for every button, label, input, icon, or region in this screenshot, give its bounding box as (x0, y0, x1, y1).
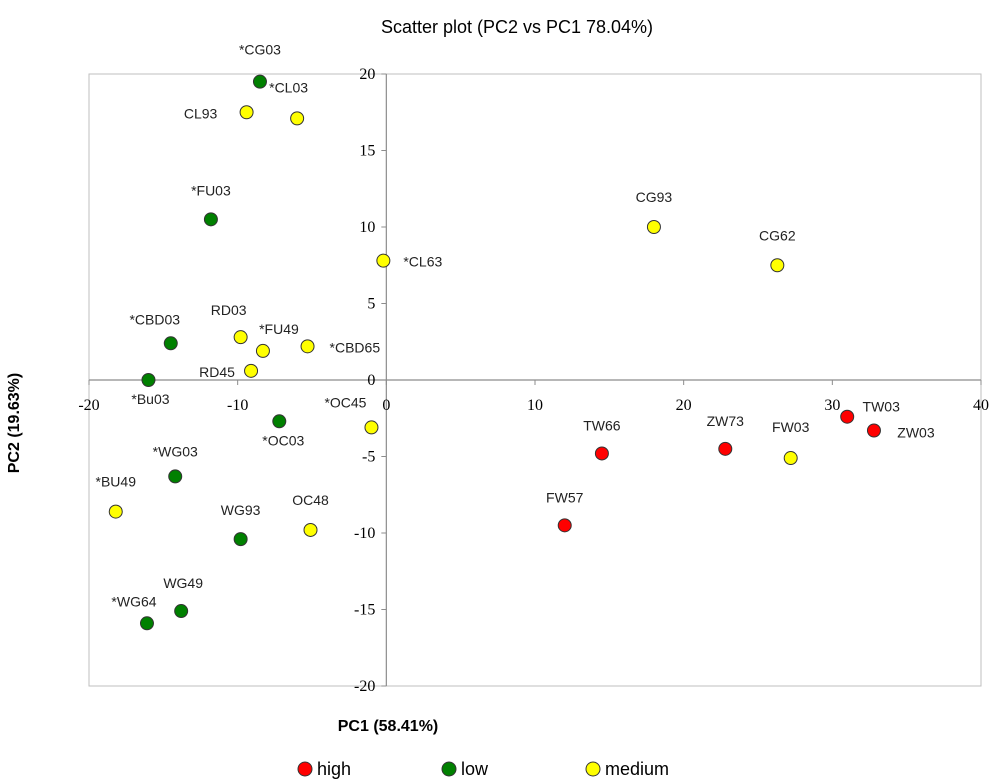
point-label: ZW73 (707, 413, 745, 429)
data-point-low (233, 532, 248, 547)
legend: high low medium (297, 759, 669, 779)
point-label: ZW03 (897, 424, 935, 440)
axes (88, 73, 982, 687)
data-point-medium (783, 451, 798, 466)
data-point-medium (290, 111, 305, 126)
chart-title: Scatter plot (PC2 vs PC1 78.04%) (381, 17, 653, 37)
y-axis-title: PC2 (19.63%) (6, 373, 23, 474)
x-tick-label: -20 (78, 397, 99, 414)
y-tick-label: -10 (354, 525, 375, 542)
point-label: TW03 (863, 399, 901, 415)
point-label: *OC03 (262, 432, 304, 448)
point-label: FW03 (772, 419, 810, 435)
point-label: *CBD65 (330, 339, 381, 355)
y-tick-label: 20 (359, 66, 375, 83)
point-label: *OC45 (324, 394, 366, 410)
x-tick-label: 30 (824, 397, 840, 414)
y-tick-label: -20 (354, 678, 375, 695)
y-tick-label: -15 (354, 602, 375, 619)
legend-label-medium: medium (605, 759, 669, 779)
data-point-high (718, 441, 733, 456)
data-point-medium (770, 258, 785, 273)
data-point-medium (244, 363, 259, 378)
tick-labels: -20 -10 0 10 20 30 40 -20 -15 -10 -5 0 5 10 15 20 (78, 66, 989, 695)
data-point-low (174, 604, 189, 619)
data-point-medium (300, 339, 315, 354)
data-point-medium (239, 105, 254, 120)
x-tick-label: 20 (676, 397, 692, 414)
point-label: *CL03 (269, 79, 308, 95)
data-point-low (272, 414, 287, 429)
point-label: *CBD03 (129, 311, 180, 327)
data-point-high (840, 409, 855, 424)
data-point-medium (233, 330, 248, 345)
point-label: *CG03 (239, 42, 281, 58)
data-point-low (203, 212, 218, 227)
data-point-low (139, 616, 154, 631)
point-label: CG93 (636, 189, 673, 205)
y-tick-label: -5 (362, 449, 375, 466)
data-point-medium (364, 420, 379, 435)
point-label: CG62 (759, 227, 796, 243)
x-tick-label: 40 (973, 397, 989, 414)
data-point-low (168, 469, 183, 484)
data-point-low (163, 336, 178, 351)
legend-marker-medium (585, 761, 601, 777)
data-points (108, 74, 881, 631)
y-tick-label: 0 (367, 372, 375, 389)
legend-marker-low (441, 761, 457, 777)
point-label: CL93 (184, 105, 218, 121)
point-label: *Bu03 (131, 391, 169, 407)
x-tick-label: -10 (227, 397, 248, 414)
point-label: WG49 (163, 575, 203, 591)
point-labels: TW66 FW57 ZW73 TW03 ZW03 *CG03 *FU03 *CBD03 *Bu0… (96, 42, 935, 610)
legend-marker-high (297, 761, 313, 777)
point-label: *BU49 (96, 474, 137, 490)
point-label: *FU03 (191, 182, 231, 198)
data-point-high (557, 518, 572, 533)
x-tick-label: 10 (527, 397, 543, 414)
data-point-high (866, 423, 881, 438)
data-point-medium (303, 522, 318, 537)
point-label: *WG64 (111, 593, 156, 609)
data-point-low (252, 74, 267, 89)
point-label: *WG03 (153, 443, 198, 459)
point-label: WG93 (221, 502, 261, 518)
point-label: FW57 (546, 489, 584, 505)
data-point-medium (646, 220, 661, 234)
y-tick-label: 10 (359, 219, 375, 236)
data-point-low (141, 373, 156, 387)
point-label: *CL63 (403, 254, 442, 270)
point-label: OC48 (292, 492, 329, 508)
data-point-medium (108, 504, 123, 519)
data-point-medium (376, 253, 391, 268)
x-axis-title: PC1 (58.41%) (338, 718, 439, 735)
point-label: RD03 (211, 302, 247, 318)
legend-label-low: low (461, 759, 489, 779)
point-label: *FU49 (259, 321, 299, 337)
point-label: TW66 (583, 417, 621, 433)
y-tick-label: 5 (367, 296, 375, 313)
point-label: RD45 (199, 364, 235, 380)
legend-label-high: high (317, 759, 351, 779)
x-tick-label: 0 (382, 397, 390, 414)
data-point-medium (255, 343, 270, 358)
data-point-high (594, 446, 609, 461)
y-tick-label: 15 (359, 143, 375, 160)
